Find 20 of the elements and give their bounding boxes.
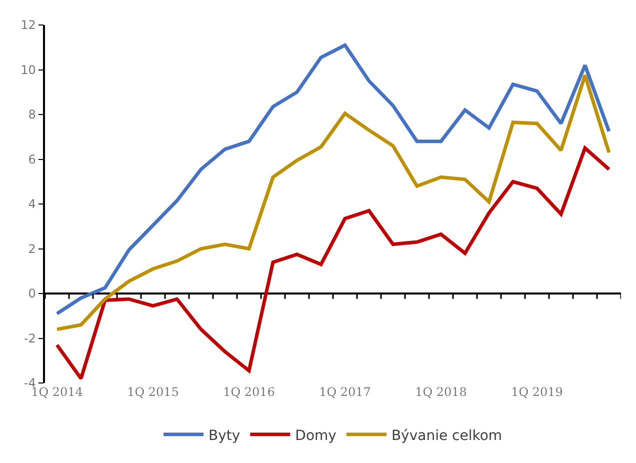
y-tick-label: 10 (20, 62, 36, 77)
legend-label: Domy (295, 428, 336, 444)
y-tick-label: -2 (24, 331, 36, 346)
y-tick-label: 0 (28, 286, 36, 301)
y-tick-label: 8 (28, 108, 36, 122)
legend-label: Bývanie celkom (391, 428, 502, 444)
y-tick-label: 2 (28, 242, 36, 256)
line-series (55, 146, 611, 380)
x-tick-label: 1Q 2014 (31, 385, 84, 399)
legend-label: Byty (208, 428, 240, 444)
y-tick-label: 12 (20, 18, 36, 32)
line-series (55, 43, 611, 316)
x-tick-label: 1Q 2018 (415, 385, 467, 399)
line-series (55, 74, 611, 332)
y-tick-label: 6 (28, 152, 36, 166)
y-tick-label: 4 (28, 197, 36, 212)
x-tick-label: 1Q 2017 (319, 385, 371, 399)
x-tick-label: 1Q 2015 (127, 385, 179, 399)
x-tick-label: 1Q 2019 (511, 385, 563, 399)
x-tick-label: 1Q 2016 (223, 385, 275, 399)
